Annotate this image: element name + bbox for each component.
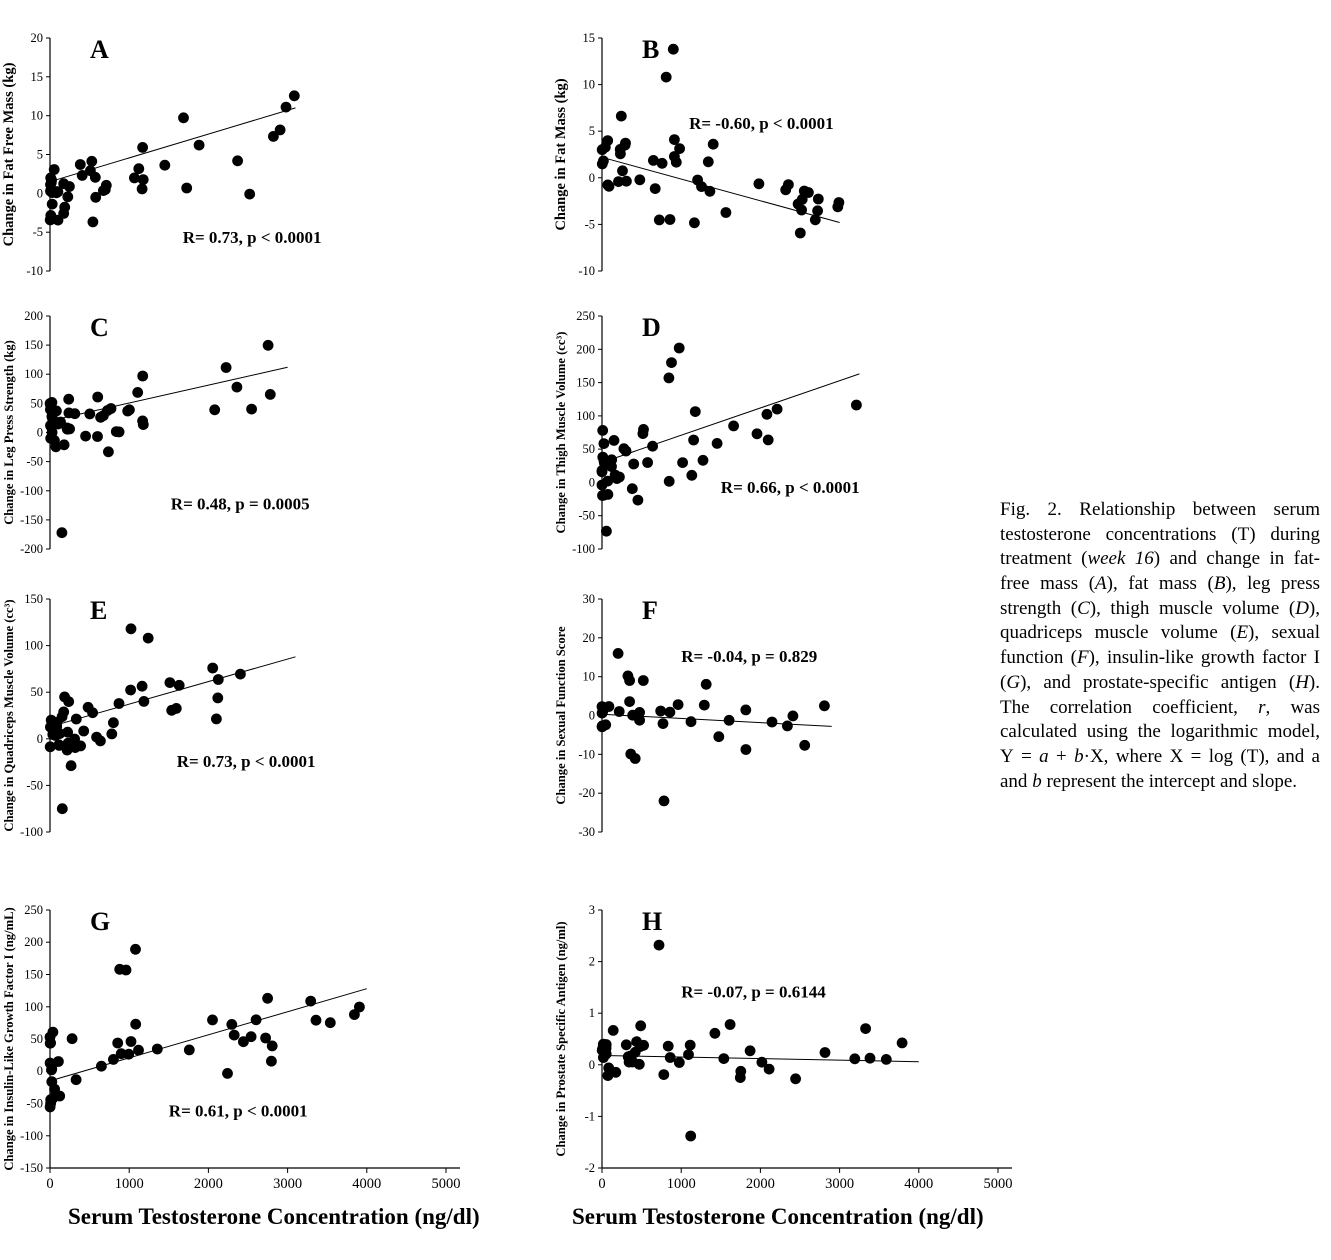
svg-text:2000: 2000: [194, 1176, 223, 1192]
svg-text:-150: -150: [20, 513, 43, 527]
svg-text:1: 1: [589, 1006, 595, 1020]
svg-text:0: 0: [46, 1176, 53, 1192]
svg-text:-2: -2: [585, 1161, 595, 1175]
svg-text:R= 0.73, p < 0.0001: R= 0.73, p < 0.0001: [177, 752, 316, 771]
svg-text:R= 0.66, p < 0.0001: R= 0.66, p < 0.0001: [721, 478, 860, 497]
svg-text:3: 3: [589, 903, 595, 917]
svg-text:1000: 1000: [667, 1176, 696, 1192]
svg-text:0: 0: [37, 186, 43, 200]
svg-text:E: E: [90, 596, 107, 625]
svg-text:R= -0.04, p = 0.829: R= -0.04, p = 0.829: [681, 647, 817, 666]
svg-text:-100: -100: [572, 542, 595, 556]
svg-text:Change in Insulin-Like Growth: Change in Insulin-Like Growth Factor I (…: [2, 907, 16, 1170]
svg-text:150: 150: [24, 968, 43, 982]
svg-text:-10: -10: [26, 264, 43, 278]
svg-text:10: 10: [583, 670, 596, 684]
svg-text:Change in Fat Free Mass (kg): Change in Fat Free Mass (kg): [1, 62, 17, 246]
svg-text:-200: -200: [20, 542, 43, 556]
svg-text:50: 50: [583, 442, 596, 456]
svg-text:F: F: [642, 596, 658, 625]
svg-text:C: C: [90, 313, 109, 342]
svg-text:0: 0: [589, 709, 595, 723]
svg-text:-20: -20: [578, 786, 595, 800]
svg-text:-100: -100: [20, 825, 43, 839]
svg-text:50: 50: [31, 1032, 44, 1046]
svg-text:150: 150: [24, 338, 43, 352]
svg-text:-10: -10: [578, 264, 595, 278]
svg-text:10: 10: [31, 109, 44, 123]
svg-text:-50: -50: [26, 778, 43, 792]
svg-text:200: 200: [576, 342, 595, 356]
svg-text:0: 0: [589, 1058, 595, 1072]
svg-text:10: 10: [583, 78, 596, 92]
svg-text:B: B: [642, 35, 659, 64]
svg-text:Change in Prostate Specific An: Change in Prostate Specific Antigen (ng/…: [554, 921, 568, 1156]
svg-text:R= 0.48, p = 0.0005: R= 0.48, p = 0.0005: [171, 494, 310, 513]
svg-text:R= 0.73, p < 0.0001: R= 0.73, p < 0.0001: [183, 228, 322, 247]
svg-text:5: 5: [37, 148, 43, 162]
svg-text:A: A: [90, 35, 109, 64]
svg-text:-30: -30: [578, 825, 595, 839]
svg-text:R= -0.07, p = 0.6144: R= -0.07, p = 0.6144: [681, 983, 826, 1002]
svg-text:-5: -5: [33, 225, 43, 239]
svg-text:150: 150: [576, 376, 595, 390]
svg-text:4000: 4000: [352, 1176, 381, 1192]
svg-text:50: 50: [31, 685, 44, 699]
svg-text:5: 5: [589, 124, 595, 138]
svg-text:20: 20: [583, 631, 596, 645]
svg-text:3000: 3000: [825, 1176, 854, 1192]
svg-text:0: 0: [37, 1064, 43, 1078]
svg-text:5000: 5000: [984, 1176, 1013, 1192]
svg-text:20: 20: [31, 31, 44, 45]
svg-text:200: 200: [24, 935, 43, 949]
svg-text:-50: -50: [578, 509, 595, 523]
svg-text:15: 15: [31, 70, 44, 84]
svg-text:R= 0.61, p < 0.0001: R= 0.61, p < 0.0001: [169, 1101, 308, 1120]
svg-text:2000: 2000: [746, 1176, 775, 1192]
svg-text:R= -0.60, p < 0.0001: R= -0.60, p < 0.0001: [689, 114, 834, 133]
svg-text:-100: -100: [20, 484, 43, 498]
svg-text:G: G: [90, 907, 110, 936]
svg-text:3000: 3000: [273, 1176, 302, 1192]
svg-text:2: 2: [589, 955, 595, 969]
svg-text:15: 15: [583, 31, 596, 45]
svg-text:Change in Fat Mass (kg): Change in Fat Mass (kg): [553, 78, 569, 230]
svg-text:-50: -50: [26, 1097, 43, 1111]
svg-text:Change in Sexual Function Scor: Change in Sexual Function Score: [554, 626, 568, 805]
svg-text:30: 30: [583, 592, 596, 606]
svg-text:100: 100: [24, 1000, 43, 1014]
svg-text:0: 0: [37, 732, 43, 746]
svg-text:100: 100: [576, 409, 595, 423]
svg-text:-1: -1: [585, 1109, 595, 1123]
svg-text:100: 100: [24, 639, 43, 653]
svg-text:D: D: [642, 313, 661, 342]
svg-text:0: 0: [598, 1176, 605, 1192]
svg-text:150: 150: [24, 592, 43, 606]
svg-text:200: 200: [24, 309, 43, 323]
svg-text:250: 250: [24, 903, 43, 917]
svg-text:-10: -10: [578, 747, 595, 761]
svg-text:Change in Quadriceps Muscle Vo: Change in Quadriceps Muscle Volume (cc³): [2, 599, 16, 831]
svg-text:50: 50: [31, 396, 44, 410]
svg-text:1000: 1000: [115, 1176, 144, 1192]
svg-text:0: 0: [37, 426, 43, 440]
svg-text:-100: -100: [20, 1129, 43, 1143]
svg-text:0: 0: [589, 171, 595, 185]
svg-text:4000: 4000: [904, 1176, 933, 1192]
svg-text:250: 250: [576, 309, 595, 323]
svg-text:-150: -150: [20, 1161, 43, 1175]
svg-text:H: H: [642, 907, 662, 936]
svg-text:5000: 5000: [432, 1176, 461, 1192]
svg-text:-5: -5: [585, 217, 595, 231]
svg-text:Change in Leg Press Strength (: Change in Leg Press Strength (kg): [2, 340, 16, 525]
svg-text:100: 100: [24, 367, 43, 381]
svg-text:0: 0: [589, 475, 595, 489]
svg-text:-50: -50: [26, 455, 43, 469]
svg-text:Change in Thigh Muscle Volume: Change in Thigh Muscle Volume (cc³): [554, 332, 568, 534]
